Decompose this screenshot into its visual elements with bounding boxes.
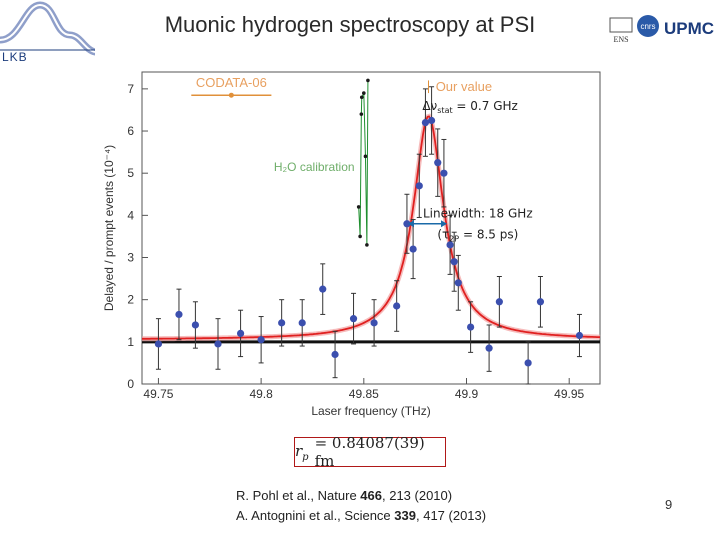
data-point bbox=[349, 315, 358, 323]
data-point bbox=[319, 285, 327, 293]
data-point bbox=[191, 321, 199, 329]
data-point bbox=[467, 323, 475, 331]
data-point bbox=[403, 220, 411, 228]
codata-point bbox=[228, 92, 234, 98]
svg-text:cnrs: cnrs bbox=[640, 22, 655, 31]
h2o-calibration-label: H₂O calibration bbox=[274, 160, 355, 174]
x-axis-label: Laser frequency (THz) bbox=[311, 404, 430, 418]
x-tick-label: 49.9 bbox=[455, 387, 479, 401]
data-point bbox=[370, 319, 378, 327]
svg-text:UPMC: UPMC bbox=[664, 19, 714, 38]
references: R. Pohl et al., Nature 466, 213 (2010) A… bbox=[236, 486, 486, 526]
data-point bbox=[450, 258, 458, 266]
codata-label: CODATA-06 bbox=[196, 75, 267, 90]
data-point bbox=[154, 340, 163, 348]
h2o-calibration-point bbox=[363, 154, 368, 159]
data-point bbox=[236, 329, 245, 338]
data-point bbox=[415, 182, 423, 190]
formula-symbol: rp bbox=[295, 441, 309, 463]
h2o-calibration-point bbox=[356, 205, 361, 209]
h2o-calibration-point bbox=[358, 234, 362, 239]
data-point bbox=[393, 302, 401, 310]
chart: 0 1 2 3 4 5 6 7 49.75 49.8 49.85 49.9 49.95 Laser fre… bbox=[102, 71, 601, 418]
h2o-calibration-point bbox=[366, 78, 370, 83]
y-tick-label: 2 bbox=[127, 293, 134, 307]
reference-2: A. Antognini et al., Science 339, 417 (2… bbox=[236, 508, 487, 523]
h2o-calibration-line bbox=[358, 80, 369, 245]
x-tick-label: 49.85 bbox=[349, 387, 379, 401]
x-tick-label: 49.8 bbox=[249, 387, 273, 401]
page-number: 9 bbox=[665, 497, 673, 512]
svg-text:ENS: ENS bbox=[613, 35, 628, 44]
our-value-label: Our value bbox=[436, 79, 492, 94]
data-point bbox=[524, 359, 532, 367]
data-point bbox=[257, 336, 265, 344]
slide-title: Muonic hydrogen spectroscopy at PSI bbox=[164, 12, 536, 37]
h2o-calibration-point bbox=[365, 243, 369, 247]
proton-radius-formula: rp = 0.84087(39) fm bbox=[294, 434, 446, 470]
formula-value: = 0.84087(39) fm bbox=[314, 434, 425, 470]
y-tick-label: 6 bbox=[127, 124, 134, 138]
stat-error-annotation: Δνstat = 0.7 GHz bbox=[422, 99, 517, 115]
linewidth-arrow-head-right bbox=[440, 220, 447, 228]
linewidth-arrow-head-left bbox=[407, 220, 414, 228]
cnrs-logo: cnrs bbox=[637, 15, 659, 37]
data-point bbox=[440, 169, 448, 177]
ens-logo: ENS bbox=[609, 17, 633, 44]
data-point bbox=[495, 298, 503, 306]
data-point bbox=[421, 118, 430, 127]
data-point bbox=[427, 116, 436, 125]
h2o-calibration-point bbox=[359, 95, 364, 100]
y-tick-label: 4 bbox=[127, 208, 134, 222]
y-axis-label: Delayed / prompt events (10⁻⁴) bbox=[102, 145, 116, 311]
data-point bbox=[175, 310, 183, 319]
data-point bbox=[485, 344, 493, 352]
y-tick-label: 3 bbox=[127, 251, 134, 265]
data-point bbox=[214, 340, 222, 348]
y-tick-label: 0 bbox=[127, 377, 134, 391]
data-point bbox=[409, 245, 417, 253]
institution-logos: ENS cnrs UPMC bbox=[609, 15, 714, 44]
x-tick-label: 49.95 bbox=[554, 387, 584, 401]
reference-1: R. Pohl et al., Nature 466, 213 (2010) bbox=[236, 488, 453, 503]
upmc-logo: UPMC bbox=[664, 19, 714, 38]
y-tick-label: 1 bbox=[127, 335, 134, 349]
data-point bbox=[298, 319, 306, 327]
lkb-logo bbox=[0, 1, 95, 56]
h2o-calibration-point bbox=[359, 112, 364, 116]
lkb-logo-text: LKB bbox=[2, 50, 28, 64]
y-tick-label: 5 bbox=[127, 166, 134, 180]
y-tick-label: 7 bbox=[127, 82, 134, 96]
h2o-calibration-point bbox=[362, 91, 366, 95]
linewidth-annotation: Linewidth: 18 GHz bbox=[423, 206, 533, 220]
data-point bbox=[536, 298, 545, 306]
data-point bbox=[454, 279, 462, 287]
data-point bbox=[331, 350, 339, 359]
data-point bbox=[575, 331, 584, 340]
data-point bbox=[446, 241, 454, 249]
x-tick-label: 49.75 bbox=[143, 387, 173, 401]
data-point bbox=[434, 159, 442, 167]
data-point bbox=[278, 319, 286, 327]
